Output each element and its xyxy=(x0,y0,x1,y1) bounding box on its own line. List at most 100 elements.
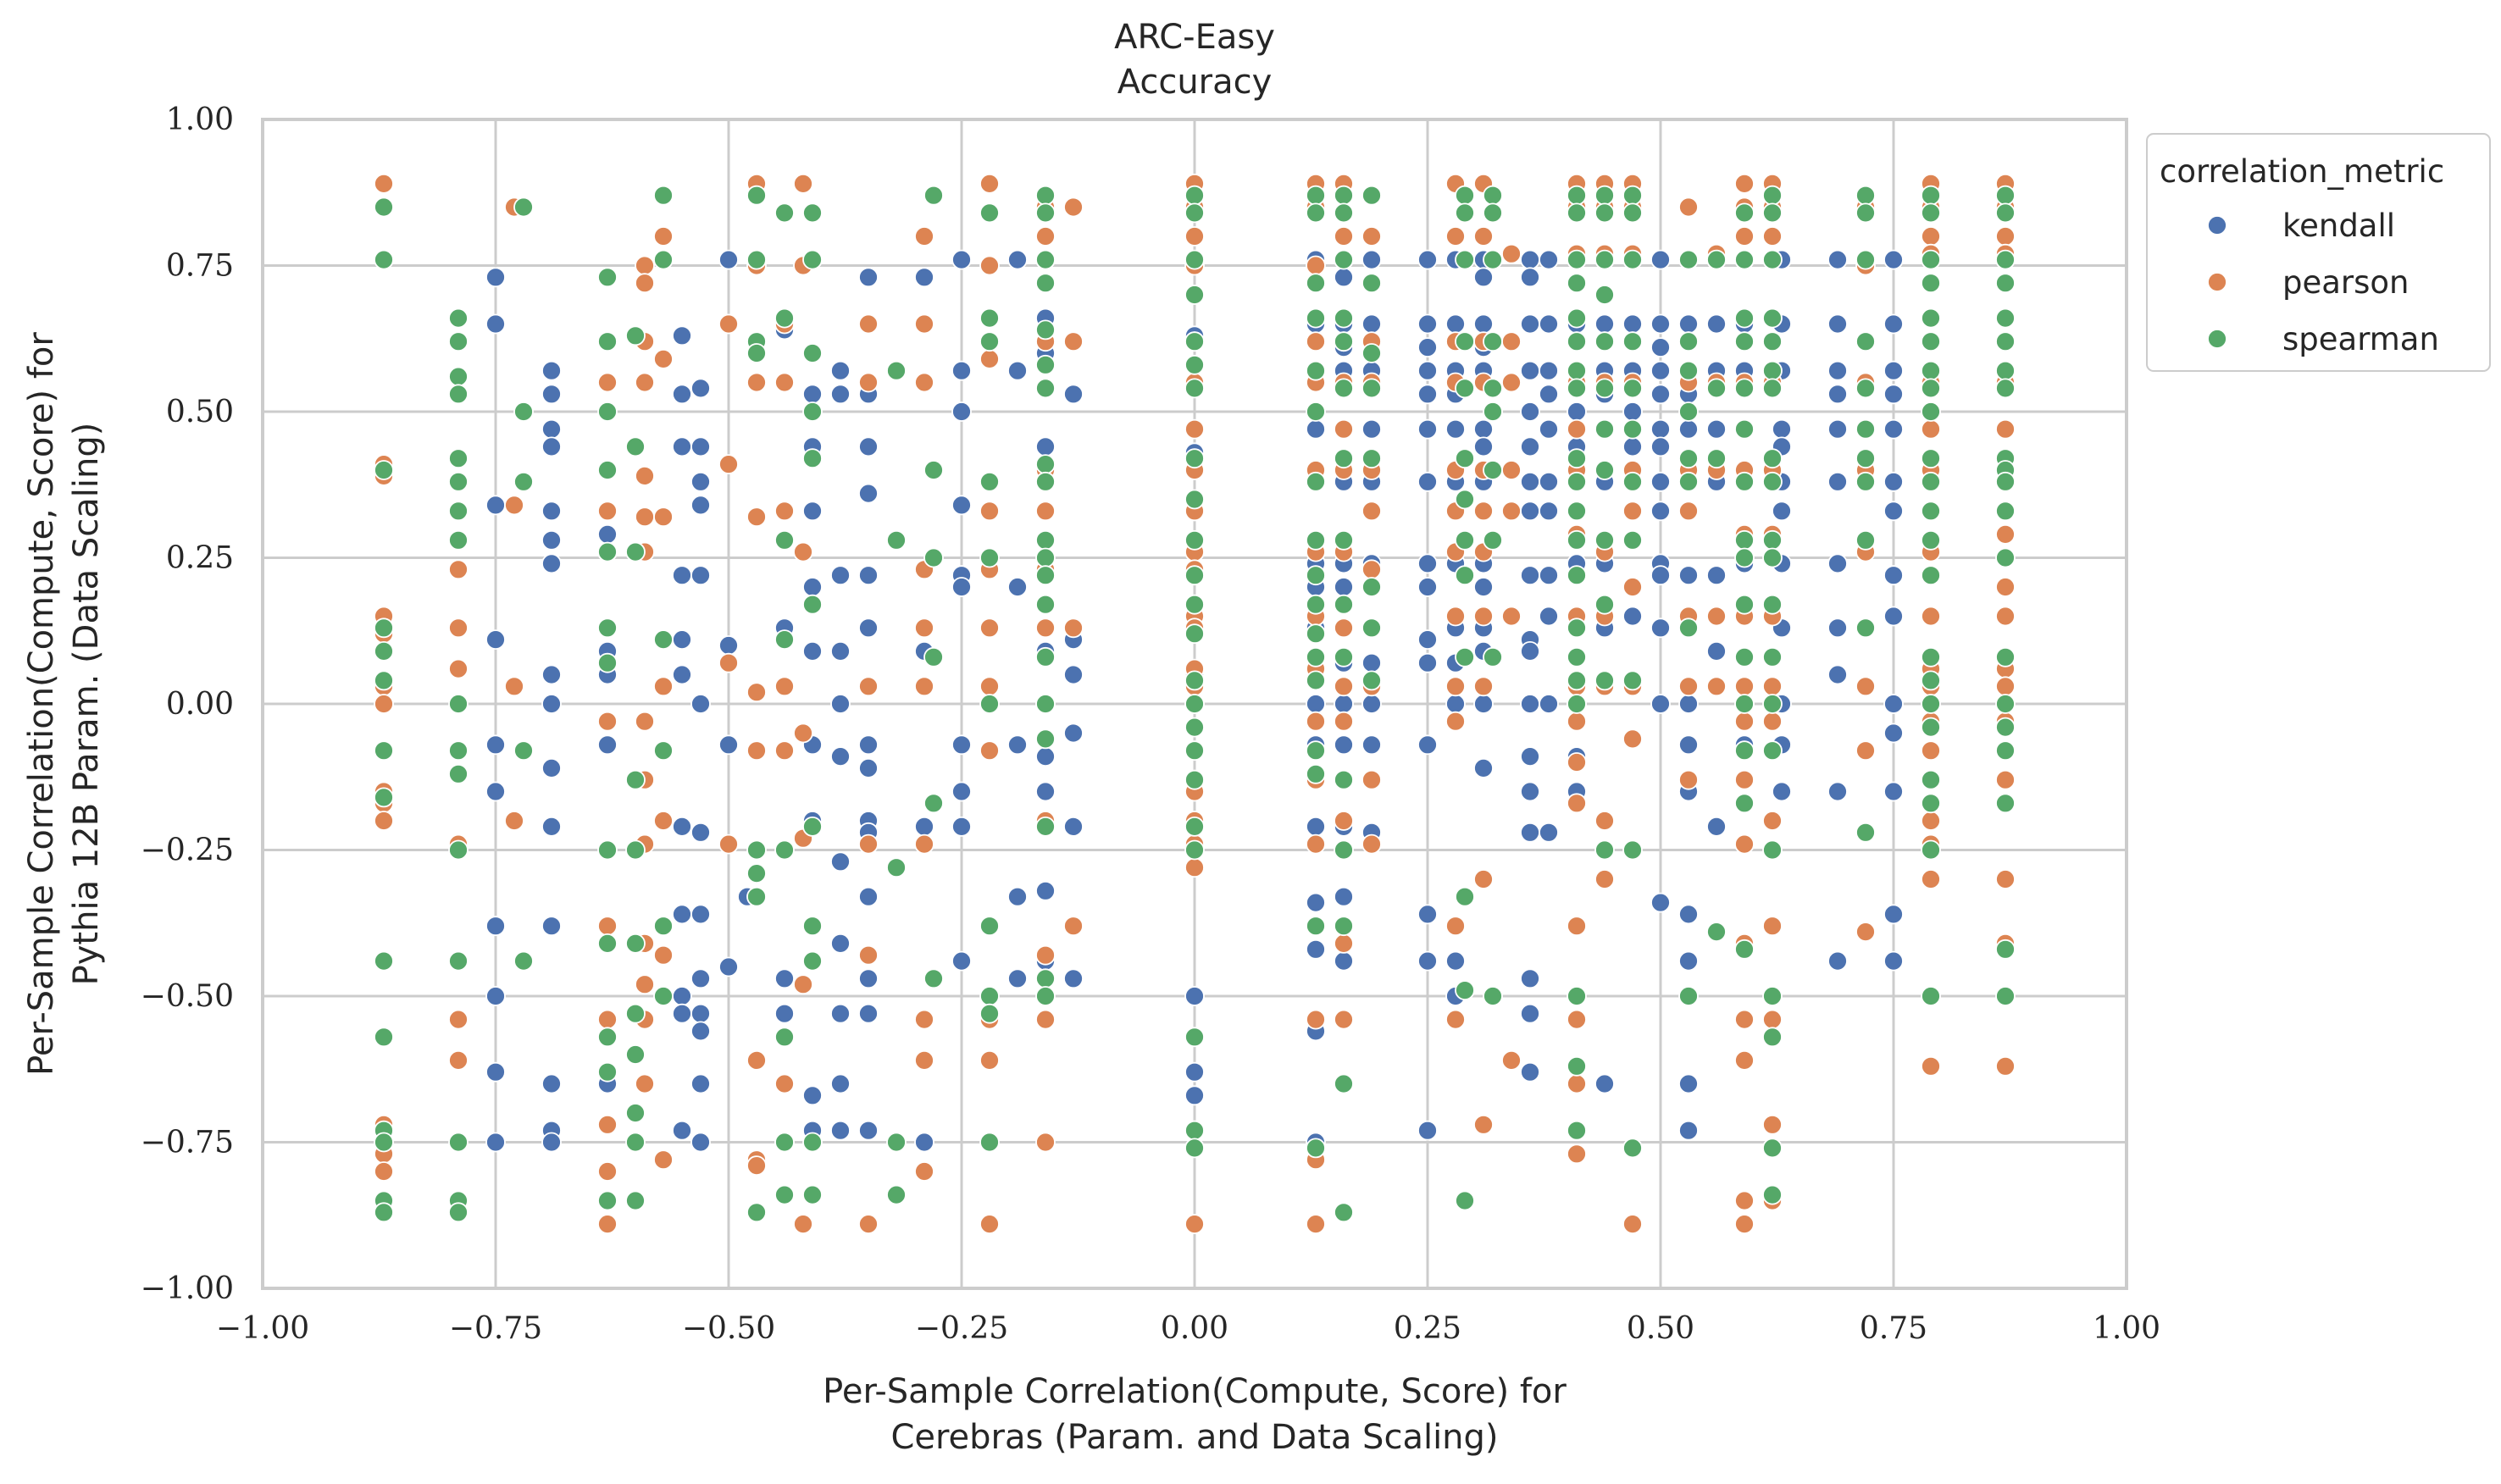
spearman-point xyxy=(1361,670,1382,691)
pearson-point xyxy=(746,1050,767,1071)
y-axis-label-line1: Per-Sample Correlation(Compute, Score) f… xyxy=(22,332,61,1076)
kendall-point xyxy=(485,734,506,756)
pearson-point xyxy=(1734,173,1755,194)
spearman-point xyxy=(448,307,469,329)
spearman-point xyxy=(1567,617,1587,639)
spearman-point xyxy=(1361,273,1382,294)
spearman-point xyxy=(1306,401,1326,422)
spearman-point xyxy=(1921,360,1941,381)
y-tick-label: −0.75 xyxy=(141,1126,234,1160)
kendall-point xyxy=(1334,950,1354,972)
spearman-point xyxy=(1734,529,1755,551)
pearson-point xyxy=(858,833,879,855)
pearson-point xyxy=(1473,676,1494,697)
pearson-point xyxy=(1334,676,1354,697)
kendall-point xyxy=(485,629,506,650)
spearman-point xyxy=(1567,1055,1587,1077)
kendall-point xyxy=(1706,565,1727,586)
spearman-point xyxy=(1184,285,1205,305)
kendall-point xyxy=(1007,886,1028,907)
spearman-point xyxy=(1678,401,1699,422)
pearson-point xyxy=(1501,243,1522,264)
pearson-point xyxy=(1921,811,1941,831)
pearson-point xyxy=(1762,226,1783,246)
spearman-point xyxy=(448,1132,469,1153)
kendall-point xyxy=(1678,313,1699,335)
pearson-point xyxy=(1063,197,1084,218)
kendall-point xyxy=(1520,267,1540,288)
spearman-point xyxy=(1995,986,2016,1006)
kendall-point xyxy=(1706,418,1727,440)
pearson-point xyxy=(746,372,767,393)
kendall-point xyxy=(1622,401,1643,422)
spearman-point xyxy=(1762,646,1783,667)
spearman-point xyxy=(746,886,767,907)
pearson-point xyxy=(635,372,655,393)
spearman-point xyxy=(1921,694,1941,714)
kendall-point xyxy=(1306,939,1326,960)
spearman-point xyxy=(1995,378,2016,399)
kendall-point xyxy=(1650,418,1671,440)
kendall-point xyxy=(690,565,711,586)
kendall-point xyxy=(1417,577,1438,597)
kendall-point xyxy=(672,629,692,650)
spearman-point xyxy=(597,401,618,422)
spearman-point xyxy=(448,1202,469,1223)
spearman-point xyxy=(802,817,823,837)
kendall-point xyxy=(1473,267,1494,288)
kendall-point xyxy=(1678,904,1699,925)
y-tick-label: 0.50 xyxy=(166,395,234,429)
pearson-point xyxy=(1501,372,1522,393)
pearson-point xyxy=(914,313,934,335)
kendall-point xyxy=(690,1003,711,1024)
spearman-point xyxy=(923,185,944,206)
pearson-point xyxy=(979,501,1000,522)
y-tick-label: 0.75 xyxy=(166,249,234,284)
pearson-point xyxy=(1334,418,1354,440)
pearson-point xyxy=(1063,617,1084,639)
kendall-point xyxy=(951,817,972,837)
kendall-point xyxy=(1184,1085,1205,1106)
kendall-point xyxy=(1706,817,1727,837)
spearman-point xyxy=(1762,1184,1783,1205)
kendall-point xyxy=(1520,249,1540,270)
kendall-point xyxy=(718,635,739,656)
pearson-point xyxy=(1734,676,1755,697)
kendall-point xyxy=(914,267,934,288)
pearson-point xyxy=(1361,226,1382,246)
spearman-point xyxy=(1184,1027,1205,1048)
spearman-point xyxy=(1455,529,1475,551)
pearson-point xyxy=(1334,226,1354,246)
kendall-point xyxy=(1827,384,1848,405)
spearman-point xyxy=(1306,763,1326,784)
spearman-point xyxy=(1306,360,1326,381)
spearman-point xyxy=(513,471,534,492)
pearson-point xyxy=(774,501,795,522)
kendall-point xyxy=(1473,577,1494,597)
pearson-point xyxy=(718,313,739,335)
pearson-point xyxy=(914,1161,934,1182)
pearson-point xyxy=(653,1149,674,1171)
spearman-point xyxy=(1734,740,1755,761)
kendall-point xyxy=(1539,384,1559,405)
spearman-point xyxy=(1455,202,1475,224)
spearman-point xyxy=(1334,448,1354,469)
pearson-point xyxy=(858,372,879,393)
spearman-point xyxy=(1184,717,1205,738)
pearson-point xyxy=(1035,501,1056,522)
spearman-point xyxy=(1855,822,1876,843)
pearson-point xyxy=(1473,606,1494,627)
spearman-point xyxy=(1184,354,1205,375)
spearman-point xyxy=(802,202,823,224)
spearman-point xyxy=(1306,646,1326,667)
spearman-point xyxy=(886,1132,907,1153)
pearson-point xyxy=(1473,869,1494,889)
pearson-point xyxy=(1035,226,1056,246)
spearman-point xyxy=(1995,547,2016,568)
spearman-point xyxy=(774,1132,795,1153)
kendall-point xyxy=(1063,664,1084,685)
spearman-point xyxy=(1184,448,1205,469)
kendall-point xyxy=(1417,313,1438,335)
kendall-point xyxy=(541,418,562,440)
kendall-point xyxy=(1883,471,1904,492)
